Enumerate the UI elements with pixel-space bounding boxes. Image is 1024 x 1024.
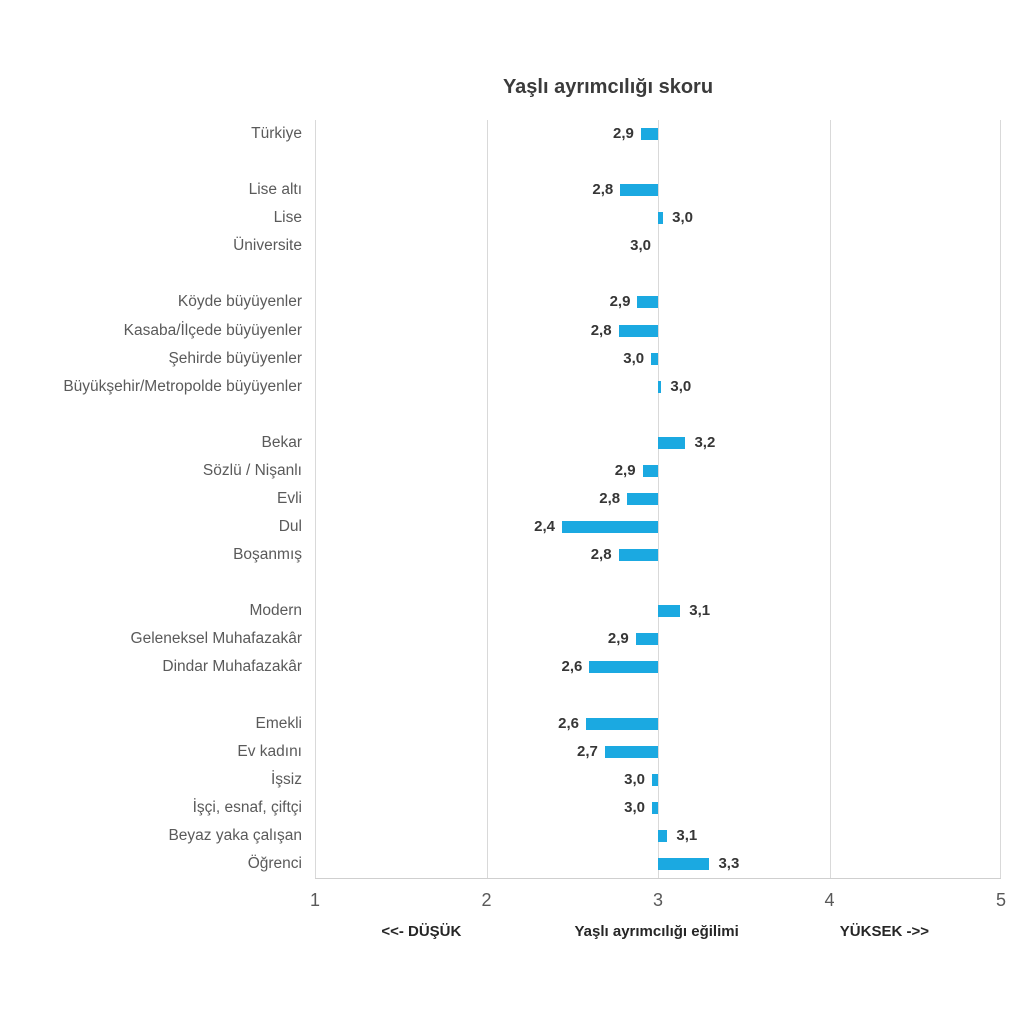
value-label: 3,0	[670, 377, 692, 395]
category-label: Evli	[277, 489, 302, 507]
x-tick-2: 2	[481, 890, 492, 910]
value-label: 2,7	[576, 742, 598, 760]
category-label: Şehirde büyüyenler	[168, 349, 302, 367]
category-label: Ev kadını	[237, 742, 302, 760]
x-tick-5: 5	[995, 890, 1007, 910]
category-axis: Türkiye Lise altı Lise Üniversite Köyde büyü…	[0, 120, 302, 878]
bar	[627, 493, 658, 505]
value-label: 3,0	[630, 237, 651, 255]
category-label: Emekli	[255, 714, 302, 732]
category-label: Dindar Muhafazakâr	[162, 658, 302, 676]
gridline-4	[829, 120, 831, 878]
category-label: Lise altı	[248, 181, 302, 199]
value-label: 3,0	[623, 349, 645, 367]
chart-title: Yaşlı ayrımcılığı skoru	[502, 76, 714, 98]
category-label: Üniversite	[233, 237, 302, 255]
axis-caption-title: Yaşlı ayrımcılığı eğilimi	[574, 923, 739, 940]
bar	[589, 661, 658, 674]
value-label: 3,2	[694, 433, 716, 451]
category-label: Modern	[249, 602, 302, 620]
value-label: 2,6	[561, 658, 583, 676]
category-label: Geleneksel Muhafazakâr	[130, 630, 302, 648]
category-label: Köyde büyüyenler	[177, 293, 302, 311]
bar	[658, 829, 668, 842]
value-label: 2,9	[614, 461, 636, 479]
category-label: Dul	[278, 518, 302, 536]
bar	[642, 464, 658, 477]
value-label: 3,1	[676, 826, 698, 844]
gridline-1	[315, 120, 316, 878]
gridline-3	[658, 120, 659, 878]
value-label: 2,4	[534, 518, 555, 536]
category-label: Kasaba/İlçede büyüyenler	[123, 321, 302, 339]
category-label: Bekar	[261, 433, 303, 451]
bar	[658, 380, 662, 393]
value-label: 2,8	[590, 546, 612, 564]
bar	[658, 605, 681, 618]
x-tick-4: 4	[824, 890, 835, 910]
value-label: 2,8	[590, 321, 612, 339]
bar	[640, 128, 658, 141]
value-label: 3,0	[624, 770, 645, 788]
category-label: Boşanmış	[233, 546, 302, 564]
bar	[618, 324, 658, 337]
bar	[561, 521, 658, 534]
bar	[637, 296, 658, 309]
value-label: 2,9	[609, 293, 631, 311]
gridline-2	[486, 120, 488, 878]
category-label: Sözlü / Nişanlı	[202, 461, 302, 479]
bar	[658, 212, 664, 225]
value-label: 2,9	[613, 125, 634, 142]
bar	[604, 745, 658, 758]
bar	[635, 633, 658, 646]
bar	[620, 184, 658, 197]
plot-area: 2,9 2,8 3,0 3,0 2,9 2,8 3,0 3,0 3,2 2,9 2,8 2,4 2,8 3…	[315, 120, 1001, 879]
axis-caption-high: YÜKSEK ->>	[839, 923, 929, 940]
category-label: Lise	[273, 209, 302, 227]
category-label: İşsiz	[271, 770, 302, 788]
bar	[651, 352, 658, 365]
category-label: Büyükşehir/Metropolde büyüyenler	[63, 377, 302, 395]
category-label: İşçi, esnaf, çiftçi	[192, 798, 302, 816]
value-label: 3,1	[689, 602, 711, 620]
value-label: 3,0	[624, 798, 645, 816]
value-label: 2,6	[558, 714, 579, 732]
value-label: 2,8	[599, 489, 621, 507]
bar	[651, 773, 658, 786]
bar	[658, 436, 686, 449]
bar	[585, 717, 658, 730]
x-tick-3: 3	[652, 890, 664, 910]
value-label: 3,0	[672, 209, 693, 227]
bar	[658, 857, 710, 870]
value-label: 2,8	[592, 181, 614, 199]
value-label: 3,3	[718, 854, 740, 872]
x-axis: 1 2 3 4 5 <<- DÜŞÜK Yaşlı ayrımcılığı eğ…	[310, 878, 1006, 958]
category-label: Öğrenci	[247, 854, 302, 872]
x-tick-1: 1	[309, 890, 321, 910]
category-label: Türkiye	[251, 125, 302, 142]
axis-caption-low: <<- DÜŞÜK	[381, 923, 462, 940]
bar	[618, 549, 658, 562]
category-label: Beyaz yaka çalışan	[168, 826, 302, 844]
gridline-5	[1000, 120, 1001, 878]
bar	[651, 801, 658, 814]
value-label: 2,9	[607, 630, 629, 648]
